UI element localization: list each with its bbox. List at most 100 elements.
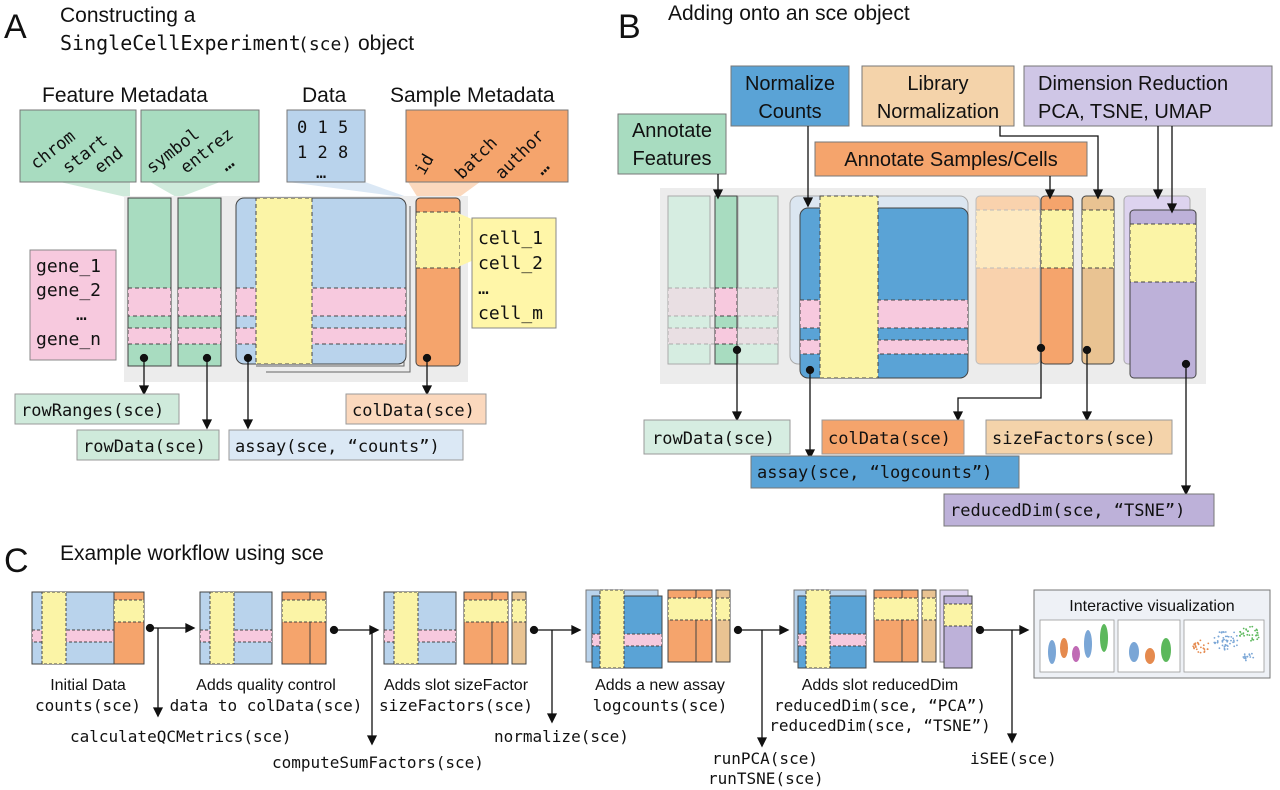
scatter-point bbox=[1197, 651, 1200, 653]
data-box bbox=[286, 109, 366, 183]
scatter-point bbox=[1250, 639, 1252, 642]
scatter-point bbox=[1222, 637, 1225, 639]
scatter-point bbox=[1221, 641, 1224, 643]
scatter-point bbox=[1218, 647, 1221, 650]
scatter-point bbox=[1221, 644, 1224, 647]
logcounts-cell-band bbox=[819, 195, 879, 379]
stage1-cell-band bbox=[41, 591, 67, 665]
data-wedge bbox=[288, 182, 410, 198]
step1-line1: Initial Data bbox=[50, 677, 126, 694]
stage4-cell-band bbox=[599, 589, 625, 669]
panel-a-title-sce: (sce) bbox=[298, 34, 352, 55]
dimred-line2: PCA, TSNE, UMAP bbox=[1038, 101, 1212, 123]
scatter-point bbox=[1222, 639, 1224, 641]
step2-line2: data to colData(sce) bbox=[170, 696, 363, 715]
scatter-point bbox=[1243, 653, 1246, 656]
b-rowdata-fn-box bbox=[643, 419, 791, 455]
cell-labels-box bbox=[471, 217, 557, 329]
coldata-cell-band bbox=[415, 211, 461, 269]
scatter-point bbox=[1217, 635, 1220, 638]
new-rowdata-band-1 bbox=[714, 287, 738, 317]
annotate-samples-box bbox=[814, 141, 1088, 177]
scatter-point bbox=[1251, 634, 1254, 636]
scatter-point bbox=[1216, 640, 1219, 642]
fn-normalize: normalize(sce) bbox=[494, 727, 629, 746]
violin-orange-2 bbox=[1145, 648, 1155, 664]
scatter-point bbox=[1226, 639, 1229, 642]
scatter-point bbox=[1230, 636, 1233, 638]
assay-counts-fn-box bbox=[228, 429, 464, 461]
panel-b-arrows-in bbox=[712, 126, 1178, 214]
cell-wedge bbox=[460, 214, 474, 266]
scatter-point bbox=[1232, 639, 1235, 642]
stage3-sizefactors-band bbox=[511, 599, 527, 623]
panel-c-letter: C bbox=[4, 542, 29, 580]
scatter-point bbox=[1239, 630, 1241, 633]
sizefactors-band bbox=[1081, 209, 1115, 269]
sizefactors-fn: sizeFactors(sce) bbox=[992, 429, 1156, 449]
feature-metadata-heading: Feature Metadata bbox=[42, 84, 208, 107]
scatter-point bbox=[1232, 641, 1234, 644]
workflow-arrows bbox=[145, 622, 1030, 748]
panel-c-title: Example workflow using sce bbox=[60, 542, 324, 565]
scatter-point bbox=[1236, 644, 1238, 647]
scatter-point bbox=[1233, 631, 1235, 634]
scatter-point bbox=[1223, 631, 1225, 634]
violin-orange-1 bbox=[1060, 638, 1068, 658]
cell-label-3: … bbox=[478, 278, 489, 299]
annotate-features-line2: Features bbox=[633, 148, 712, 170]
scatter-point bbox=[1200, 646, 1202, 649]
panel-a-letter: A bbox=[4, 8, 27, 46]
stage5-coldata-band bbox=[873, 597, 919, 621]
data-row-1: 0 1 5 bbox=[297, 118, 348, 138]
step2-line1: Adds quality control bbox=[196, 677, 336, 694]
stage4-sizefactors-band bbox=[715, 597, 731, 621]
b-coldata-fn: colData(sce) bbox=[828, 429, 951, 449]
new-rowdata-band-2 bbox=[714, 327, 738, 345]
violin-blue-3 bbox=[1129, 642, 1139, 662]
scatter-point bbox=[1251, 652, 1253, 655]
scatter-point bbox=[1239, 634, 1241, 637]
scatter-cloud bbox=[1192, 625, 1260, 662]
scatter-point bbox=[1236, 639, 1239, 642]
scatter-point bbox=[1193, 647, 1195, 650]
gene-labels-box bbox=[29, 249, 117, 361]
step5-line1: Adds slot reducedDim bbox=[802, 677, 959, 694]
step5-line2: reducedDim(sce, “PCA”) bbox=[774, 696, 986, 715]
step4-line2: logcounts(sce) bbox=[593, 696, 728, 715]
stage-reduceddim bbox=[793, 589, 973, 669]
scatter-point bbox=[1230, 639, 1232, 642]
assay-cell-band bbox=[255, 197, 313, 365]
scatter-point bbox=[1242, 633, 1244, 635]
scatter-point bbox=[1203, 648, 1206, 651]
dimred-line1: Dimension Reduction bbox=[1038, 73, 1228, 95]
scatter-point bbox=[1227, 635, 1230, 638]
scatter-point bbox=[1257, 634, 1259, 636]
stage2-coldata-band bbox=[281, 599, 327, 623]
data-row-2: 1 2 8 bbox=[297, 143, 348, 163]
fn-runtsne: runTSNE(sce) bbox=[708, 769, 824, 788]
sample-wedge bbox=[408, 182, 480, 198]
scatter-point bbox=[1226, 644, 1228, 647]
rowdata-fn-box bbox=[76, 429, 220, 461]
violin-green-1 bbox=[1100, 624, 1108, 652]
library-normalization-box bbox=[861, 65, 1015, 127]
panel-a: A Constructing a SingleCellExperiment (s… bbox=[4, 4, 569, 461]
interactive-visualization-title: Interactive visualization bbox=[1069, 598, 1234, 615]
scatter-point bbox=[1257, 636, 1260, 639]
stage2-cell-band bbox=[209, 591, 235, 665]
cell-label-2: cell_2 bbox=[478, 253, 543, 274]
rowranges-gene-band-1 bbox=[127, 287, 172, 317]
scatter-point bbox=[1254, 629, 1256, 632]
scatter-point bbox=[1207, 642, 1210, 645]
scatter-point bbox=[1256, 631, 1259, 634]
scatter-point bbox=[1199, 639, 1202, 642]
stage3-cell-band bbox=[393, 591, 419, 665]
scatter-point bbox=[1202, 644, 1205, 647]
step3-line1: Adds slot sizeFactor bbox=[384, 677, 529, 694]
scatter-point bbox=[1248, 634, 1251, 636]
scatter-point bbox=[1229, 642, 1231, 645]
assay-counts-fn: assay(sce, “counts”) bbox=[235, 437, 440, 457]
dimension-reduction-box bbox=[1023, 65, 1273, 127]
